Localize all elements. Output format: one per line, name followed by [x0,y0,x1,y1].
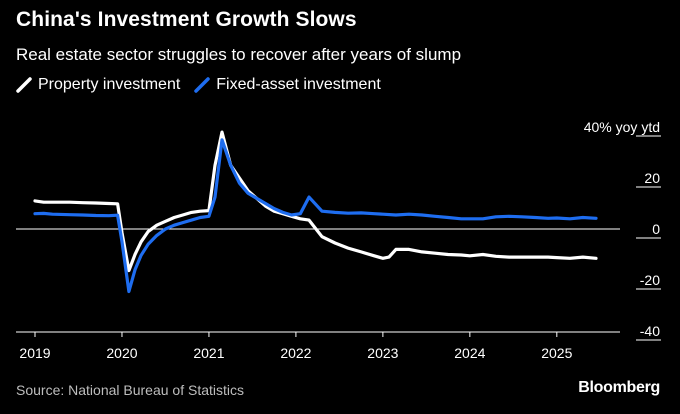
series-line-property-investment [33,130,598,273]
chart-subtitle: Real estate sector struggles to recover … [16,45,462,64]
legend-swatch-property [16,77,32,93]
x-tick-label: 2024 [454,345,485,361]
series-line-fixed-asset-investment [33,138,598,294]
chart-title: China's Investment Growth Slows [16,8,357,31]
legend-label-property: Property investment [38,76,181,93]
x-tick-label: 2019 [19,345,50,361]
x-tick-label: 2020 [106,345,137,361]
bloomberg-logo: Bloomberg [578,379,660,396]
series-layer [33,130,598,294]
x-tick-label: 2025 [541,345,572,361]
legend-label-fixed-asset: Fixed-asset investment [216,76,381,93]
x-tick-label: 2022 [280,345,311,361]
legend-item-property: Property investment [16,76,180,94]
y-tick-label: 20 [644,170,660,186]
source-note: Source: National Bureau of Statistics [16,382,245,398]
x-tick-label: 2023 [367,345,398,361]
x-tick-label: 2021 [193,345,224,361]
y-axis-unit-label: 40% yoy ytd [584,119,660,135]
y-tick-label: -40 [640,323,660,339]
legend-swatch-fixed-asset [194,77,211,93]
y-axis: 40% yoy ytd 20 0 -20 -40 [16,119,661,341]
legend-item-fixed-asset: Fixed-asset investment [194,76,381,94]
y-tick-label: -20 [640,272,660,288]
legend: Property investment Fixed-asset investme… [16,76,395,94]
x-axis: 2019 2020 2021 2022 2023 2024 2025 [16,331,620,361]
y-tick-label: 0 [652,221,660,237]
